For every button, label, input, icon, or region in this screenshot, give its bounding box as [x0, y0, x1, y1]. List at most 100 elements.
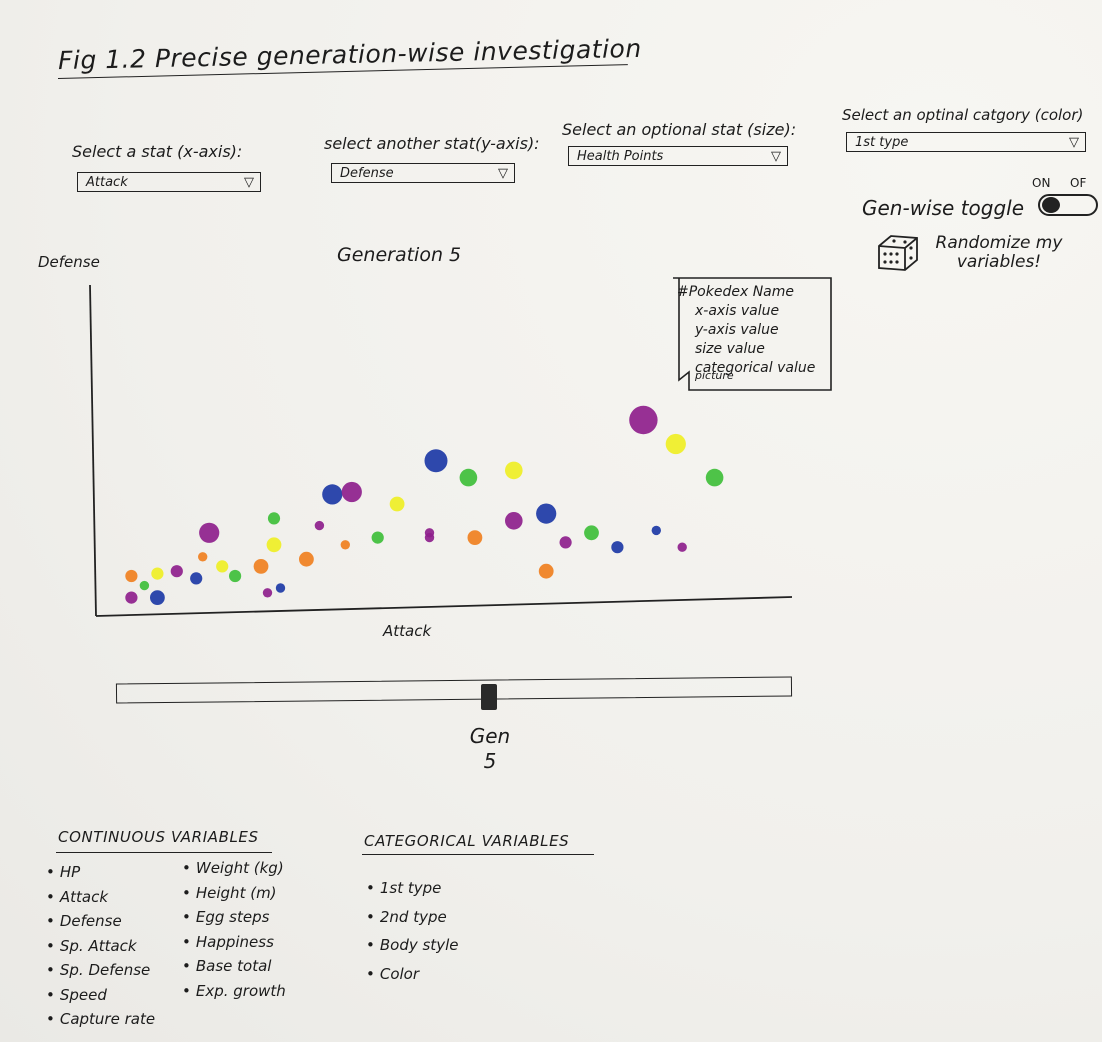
scatter-point[interactable]: [651, 525, 661, 536]
continuous-variable-item: Weight (kg): [182, 856, 286, 881]
scatter-point[interactable]: [584, 525, 599, 541]
scatter-point[interactable]: [467, 530, 483, 545]
toggle-on-label: ON: [1032, 176, 1051, 190]
tooltip-line: y-axis value: [694, 322, 779, 338]
scatter-point[interactable]: [170, 565, 183, 578]
continuous-variable-item: Happiness: [182, 930, 286, 955]
continuous-variable-item: Exp. growth: [182, 979, 286, 1004]
scatter-point[interactable]: [125, 569, 138, 583]
scatter-point[interactable]: [559, 536, 572, 549]
scatter-point[interactable]: [125, 591, 138, 604]
tooltip-line: x-axis value: [694, 303, 779, 319]
scatter-point[interactable]: [139, 580, 150, 591]
y-stat-dropdown[interactable]: Defense ▽: [331, 163, 515, 183]
slider-value: 5: [483, 749, 497, 773]
scatter-point[interactable]: [505, 512, 523, 530]
hover-tooltip: #Pokedex Name x-axis value y-axis value siz…: [673, 277, 832, 391]
y-axis-line: [89, 284, 97, 617]
continuous-variable-item: Base total: [182, 954, 286, 979]
scatter-point[interactable]: [322, 484, 343, 505]
y-stat-value: Defense: [340, 165, 394, 181]
toggle-off-label: OF: [1070, 176, 1087, 190]
size-stat-dropdown[interactable]: Health Points ▽: [568, 146, 788, 166]
categorical-variable-item: 2nd type: [366, 903, 458, 932]
color-cat-label: Select an optinal catgory (color): [842, 106, 1084, 124]
continuous-variable-item: Speed: [46, 983, 155, 1008]
categorical-heading-underline: [362, 854, 594, 855]
scatter-point[interactable]: [389, 496, 405, 512]
continuous-variable-item: Attack: [46, 885, 155, 910]
scatter-point[interactable]: [424, 532, 435, 543]
tooltip-line: categorical value: [695, 360, 815, 376]
scatter-point[interactable]: [536, 503, 557, 524]
x-stat-label: Select a stat (x-axis):: [72, 142, 243, 161]
scatter-point[interactable]: [150, 590, 165, 605]
scatter-point[interactable]: [198, 552, 208, 562]
continuous-variable-item: Defense: [46, 909, 155, 934]
color-cat-value: 1st type: [855, 134, 909, 150]
scatter-point[interactable]: [629, 405, 658, 435]
scatter-point[interactable]: [275, 583, 286, 593]
scatter-point[interactable]: [262, 588, 273, 598]
scatter-point[interactable]: [229, 569, 242, 583]
categorical-variables-heading: CATEGORICAL VARIABLES: [364, 832, 570, 850]
x-stat-value: Attack: [86, 174, 128, 190]
color-cat-dropdown[interactable]: 1st type ▽: [846, 132, 1086, 152]
continuous-variables-list-2: Weight (kg)Height (m)Egg stepsHappinessB…: [182, 856, 286, 1003]
scatter-point[interactable]: [371, 531, 384, 544]
gen-wise-toggle-group: Gen-wise toggle ON OF: [862, 176, 1102, 224]
tooltip-line: picture: [694, 369, 734, 382]
chevron-down-icon: ▽: [771, 148, 781, 164]
scatter-point[interactable]: [340, 540, 350, 550]
scatter-point[interactable]: [190, 572, 203, 585]
tooltip-line: size value: [695, 341, 765, 357]
scatter-point[interactable]: [151, 567, 164, 580]
scatter-point[interactable]: [705, 468, 724, 487]
randomize-label: Randomize my variables!: [935, 233, 1063, 272]
scatter-point[interactable]: [199, 522, 220, 543]
toggle-label: Gen-wise toggle: [862, 196, 1025, 220]
chevron-down-icon: ▽: [498, 165, 508, 181]
scatter-point[interactable]: [314, 520, 325, 531]
y-axis-label: Defense: [38, 253, 100, 271]
continuous-variable-item: Sp. Attack: [46, 934, 155, 959]
scatter-point[interactable]: [216, 560, 229, 573]
chevron-down-icon: ▽: [244, 174, 254, 190]
continuous-variable-item: Height (m): [182, 881, 286, 906]
randomize-button[interactable]: Randomize my variables!: [875, 228, 1075, 284]
x-axis-line: [95, 596, 793, 617]
scatter-point[interactable]: [677, 542, 687, 552]
scatter-point[interactable]: [459, 468, 478, 487]
x-stat-dropdown[interactable]: Attack ▽: [77, 172, 261, 192]
categorical-variables-list: 1st type2nd typeBody styleColor: [366, 874, 459, 989]
scatter-point[interactable]: [665, 433, 686, 455]
continuous-heading-underline: [56, 852, 272, 853]
continuous-variable-item: Capture rate: [46, 1007, 155, 1032]
categorical-variable-item: Color: [366, 960, 458, 989]
gen-wise-toggle-switch[interactable]: [1038, 194, 1098, 216]
categorical-variable-item: Body style: [366, 931, 459, 960]
generation-slider-label: Gen 5: [462, 724, 518, 774]
scatter-point[interactable]: [299, 551, 314, 567]
continuous-variable-item: Egg steps: [182, 905, 286, 930]
generation-slider-handle[interactable]: [481, 684, 497, 710]
scatter-point[interactable]: [611, 541, 624, 554]
continuous-variables-heading: CONTINUOUS VARIABLES: [58, 828, 259, 846]
scatter-point[interactable]: [266, 537, 282, 553]
x-axis-label: Attack: [383, 622, 432, 640]
scatter-point[interactable]: [424, 449, 448, 473]
scatter-point[interactable]: [538, 563, 554, 579]
scatter-point[interactable]: [267, 512, 281, 525]
dice-icon: [878, 235, 918, 271]
continuous-variables-list-1: HPAttackDefenseSp. AttackSp. DefenseSpee…: [46, 860, 155, 1032]
tooltip-line: #Pokedex Name: [677, 284, 794, 300]
scatter-point[interactable]: [253, 559, 269, 574]
chart-title: Generation 5: [337, 244, 462, 266]
scatter-point[interactable]: [341, 481, 362, 503]
size-stat-label: Select an optional stat (size):: [562, 120, 797, 139]
scatter-point[interactable]: [505, 461, 523, 480]
continuous-variable-item: HP: [46, 860, 155, 885]
chevron-down-icon: ▽: [1069, 134, 1079, 150]
categorical-variable-item: 1st type: [366, 874, 458, 903]
